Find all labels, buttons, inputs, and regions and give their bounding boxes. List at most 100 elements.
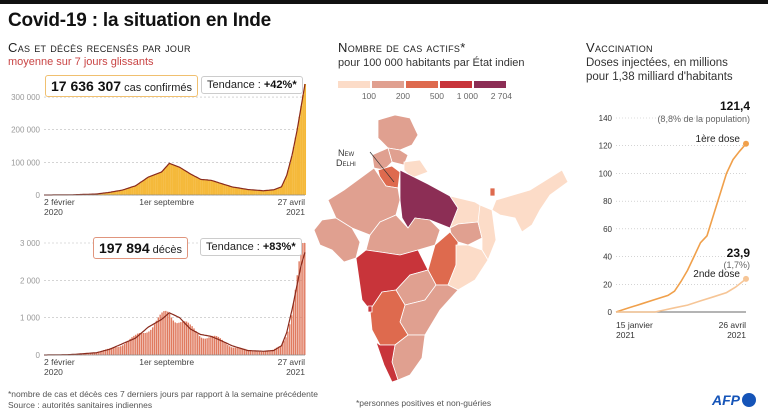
cases-trend-value: +42%* [263,79,297,91]
bar [274,189,276,195]
bar [159,314,161,355]
map-state-northeast [491,169,569,233]
map-state-karnataka [369,289,409,346]
legend-item: 100 [338,81,376,101]
afp-logo-dot [742,393,756,407]
bar [262,190,265,195]
bar [290,156,293,195]
x-tick-label-year: 2021 [727,330,746,340]
legend-label: 100 [361,91,376,101]
deaths-total-value: 197 894 [99,240,150,256]
bar [142,180,145,195]
legend-label: 1 000 [456,91,478,101]
bar [274,348,276,355]
map-state-kerala [375,340,399,383]
bar [153,174,156,195]
y-tick-label: 60 [603,225,612,234]
series-end-value: 121,4 [720,100,750,113]
x-tick-label: 26 avril [719,320,747,330]
x-tick-label-year: 2020 [44,367,63,377]
bar [157,173,160,195]
bar [183,170,186,195]
bar [150,329,152,355]
series-name-label: 2nde dose [693,269,740,280]
bar [221,183,224,195]
legend-item: 1 000 [440,81,478,101]
x-tick-label-year: 2021 [616,330,635,340]
bar [148,331,150,355]
legend-label: 2 704 [490,91,512,101]
bar [281,344,283,355]
bar [302,243,304,355]
cases-footnote: *nombre de cas et décès ces 7 derniers j… [8,389,318,399]
bar [118,190,121,195]
bar [146,177,149,195]
x-tick-label: 2 février [44,357,75,367]
bar [304,243,306,355]
bar [240,348,242,355]
deaths-trend-value: +83%* [262,241,296,253]
series-end-point [743,140,749,147]
bar [136,333,139,355]
bar [172,164,175,195]
x-tick-label-year: 2021 [286,367,305,377]
bar [268,350,270,355]
bar [120,190,123,195]
bar [129,187,132,195]
bar [219,338,221,355]
bar [264,190,267,195]
x-tick-label: 2 février [44,197,75,207]
bar [166,311,169,355]
x-tick-label: 1er septembre [139,197,194,207]
bar [300,105,303,195]
bar [206,338,208,355]
bar [105,349,107,355]
bar [144,179,147,195]
bar [176,323,178,355]
bar [208,337,210,355]
bar [238,188,241,195]
bar [195,331,197,355]
bar [125,342,128,355]
bar [227,185,230,195]
bar [289,324,291,355]
bar [97,193,100,195]
bar [260,351,263,355]
bar [135,334,137,355]
bar [116,190,119,195]
bar [174,165,177,195]
bar [221,339,223,355]
bar [270,350,272,355]
series-end-note: (1,7%) [723,260,750,270]
bar [191,326,193,355]
series-end-value: 23,9 [727,246,751,260]
bar [187,172,190,195]
bar [242,188,245,195]
bar [240,188,243,195]
bar [272,349,274,355]
legend-item: 2 704 [474,81,512,101]
bar [202,338,205,355]
deaths-total-suffix: décès [152,244,183,256]
legend-swatch [406,81,438,88]
bar [232,347,235,355]
legend-swatch [372,81,404,88]
vaccination-subtitle-1: Doses injectées, en millions [586,57,728,69]
bar [88,353,90,355]
bar [168,313,171,355]
bar [151,327,154,355]
map-state-gujarat [313,217,361,263]
bar [279,346,282,355]
bar [247,189,250,195]
y-tick-label: 0 [36,191,41,200]
bar [206,179,209,195]
deaths-trend-label: Tendance : [206,241,263,253]
legend-swatch [474,81,506,88]
legend-swatch [338,81,370,88]
y-tick-label: 40 [603,253,612,262]
x-tick-label-year: 2020 [44,207,63,217]
bar [108,348,111,355]
bar [131,186,134,195]
cases-total-suffix: cas confirmés [124,82,192,94]
bar [300,249,302,355]
